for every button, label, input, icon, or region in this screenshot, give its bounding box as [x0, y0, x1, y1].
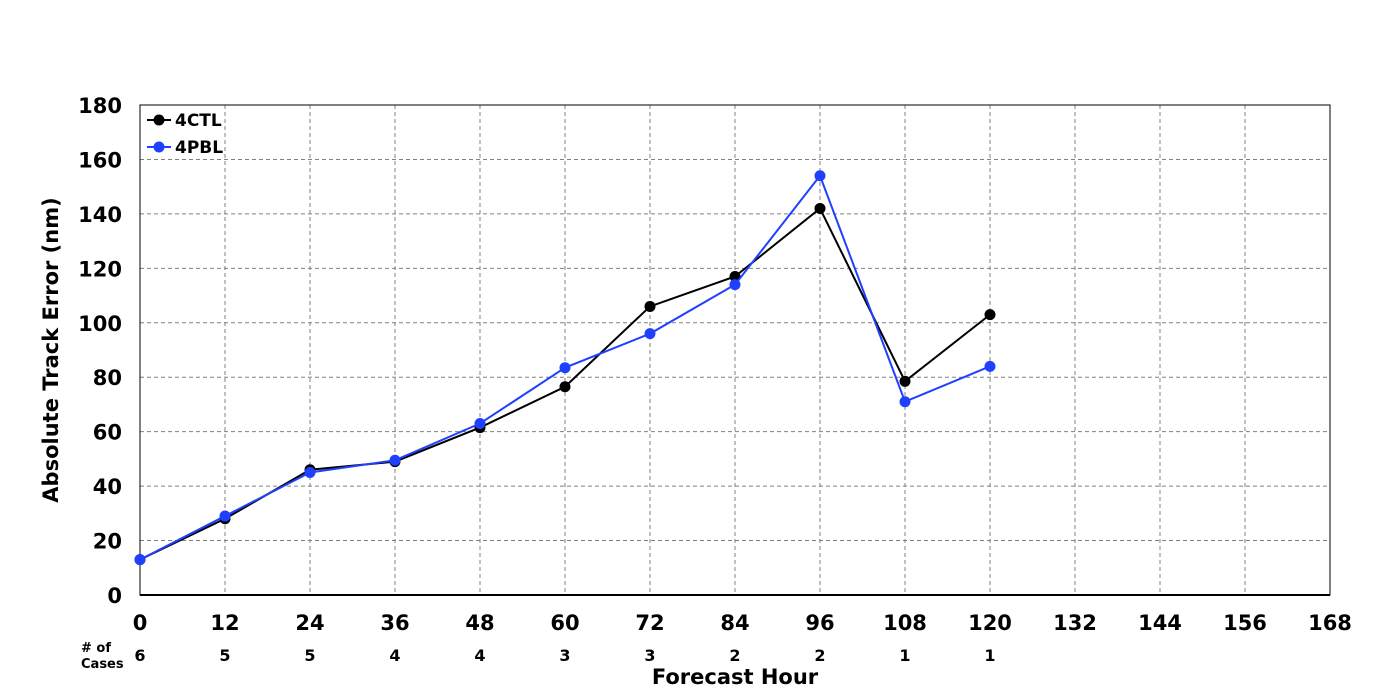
y-tick-label: 180 [78, 94, 122, 118]
legend: 4CTL 4PBL [147, 111, 223, 158]
data-point-4pbl [814, 170, 826, 182]
x-tick-label: 12 [210, 611, 239, 635]
x-tick-label: 120 [968, 611, 1012, 635]
data-point-4ctl [814, 202, 826, 214]
case-count: 4 [474, 646, 485, 665]
case-count: 2 [729, 646, 740, 665]
case-count: 4 [389, 646, 400, 665]
data-point-4pbl [134, 554, 146, 566]
y-tick-label: 0 [107, 584, 122, 608]
data-point-4pbl [984, 360, 996, 372]
y-tick-label: 40 [93, 475, 122, 499]
data-point-4pbl [219, 510, 231, 522]
data-point-4ctl [899, 375, 911, 387]
x-tick-label: 132 [1053, 611, 1097, 635]
x-tick-label: 0 [133, 611, 148, 635]
case-count: 2 [814, 646, 825, 665]
grid-lines [140, 105, 1330, 595]
x-tick-label: 84 [720, 611, 749, 635]
case-count: 5 [219, 646, 230, 665]
x-tick-label: 144 [1138, 611, 1182, 635]
x-tick-label: 108 [883, 611, 927, 635]
x-tick-label: 60 [550, 611, 579, 635]
data-point-4ctl [729, 271, 741, 282]
case-count: 6 [134, 646, 145, 665]
data-point-4pbl [899, 396, 911, 408]
y-tick-label: 140 [78, 203, 122, 227]
data-point-4pbl [389, 454, 401, 466]
legend-marker [153, 141, 165, 153]
data-point-4ctl [984, 309, 996, 321]
y-tick-labels: 0 20 40 60 80 100 120 140 160 180 [78, 94, 122, 608]
data-point-4pbl [644, 328, 656, 340]
x-tick-label: 156 [1223, 611, 1267, 635]
x-tick-label: 168 [1308, 611, 1352, 635]
case-count: 1 [984, 646, 995, 665]
x-tick-label: 72 [635, 611, 664, 635]
x-tick-label: 24 [295, 611, 324, 635]
x-tick-labels: 0 12 24 36 48 60 72 84 96 108 120 132 144 156 168 [133, 611, 1352, 635]
y-tick-label: 160 [78, 148, 122, 172]
data-point-4pbl [559, 362, 571, 374]
cases-row: # of Cases 6 5 5 4 4 3 3 2 2 1 1 [81, 641, 996, 672]
legend-label: 4PBL [175, 138, 223, 158]
x-tick-label: 36 [380, 611, 409, 635]
data-point-4pbl [474, 418, 486, 429]
y-tick-label: 120 [78, 257, 122, 281]
case-count: 3 [644, 646, 655, 665]
data-point-4pbl [729, 279, 741, 291]
x-tick-label: 48 [465, 611, 494, 635]
case-count: 3 [559, 646, 570, 665]
case-count: 5 [304, 646, 315, 665]
legend-marker [153, 114, 165, 126]
legend-label: 4CTL [175, 111, 222, 131]
data-point-4ctl [644, 300, 656, 312]
y-tick-label: 80 [93, 366, 122, 390]
axes [139, 104, 1331, 596]
cases-label: # of Cases [81, 641, 124, 672]
series [134, 170, 996, 566]
data-point-4ctl [559, 381, 571, 393]
data-point-4pbl [304, 467, 316, 478]
y-tick-label: 20 [93, 530, 122, 554]
y-tick-label: 100 [78, 312, 122, 336]
x-tick-label: 96 [805, 611, 834, 635]
case-count: 1 [899, 646, 910, 665]
y-axis-title: Absolute Track Error (nm) [39, 197, 63, 502]
y-tick-label: 60 [93, 421, 122, 445]
x-axis-title: Forecast Hour [652, 665, 819, 689]
